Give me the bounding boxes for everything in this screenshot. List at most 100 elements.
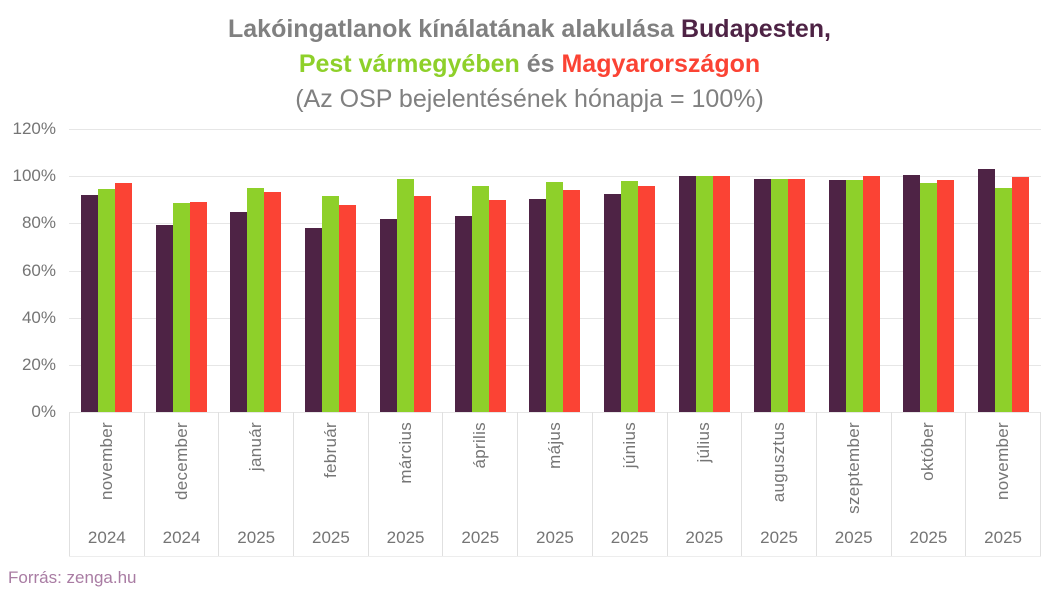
year-label: 2024 <box>162 528 201 547</box>
bar-pest <box>845 179 863 412</box>
bar-group <box>144 129 219 412</box>
x-axis-cell: január 2025 <box>219 412 295 556</box>
bar-magyarorszag <box>638 185 656 412</box>
bar-magyarorszag <box>937 179 955 412</box>
title-subtitle: (Az OSP bejelentésének hónapja = 100%) <box>295 85 764 113</box>
month-label: január <box>246 422 266 472</box>
x-axis-cell: december 2024 <box>145 412 220 556</box>
y-axis-label: 0% <box>31 402 56 421</box>
x-axis-cell: november 2024 <box>69 412 145 556</box>
plot-area <box>69 129 1041 413</box>
month-label: február <box>320 422 340 478</box>
bar-budapest <box>903 175 921 412</box>
year-label: 2025 <box>834 528 873 547</box>
month-label: november <box>96 422 116 500</box>
month-label: november <box>993 422 1013 500</box>
year-label: 2025 <box>685 528 724 547</box>
bar-magyarorszag <box>862 176 880 412</box>
x-axis-cell: szeptember 2025 <box>817 412 892 556</box>
title-text-gray: Lakóingatlanok kínálatának alakulása <box>228 15 681 43</box>
bar-groups <box>69 129 1041 412</box>
source-credit: Forrás: zenga.hu <box>8 568 137 587</box>
bar-magyarorszag <box>189 202 207 412</box>
bar-budapest <box>155 224 173 412</box>
bar-pest <box>172 203 190 412</box>
bar-budapest <box>230 211 248 412</box>
bar-budapest <box>305 228 323 412</box>
bar-magyarorszag <box>488 199 506 412</box>
year-label: 2025 <box>610 528 649 547</box>
y-axis-label: 20% <box>21 354 56 374</box>
bar-pest <box>621 180 639 412</box>
year-label: 2025 <box>760 528 798 547</box>
y-axis: 120% 100% 80% 60% 40% 20% 0% <box>0 119 62 421</box>
month-label: április <box>470 422 490 469</box>
title-line-2: Pest vármegyében és Magyarországon <box>0 47 1059 82</box>
bar-budapest <box>978 169 996 412</box>
bar-pest <box>770 178 788 412</box>
bar-pest <box>322 196 340 412</box>
y-axis-label: 80% <box>21 213 56 233</box>
bar-pest <box>396 178 414 412</box>
bar-magyarorszag <box>1012 177 1030 412</box>
bar-budapest <box>604 193 622 412</box>
bar-group <box>966 129 1041 412</box>
bar-pest <box>696 176 713 412</box>
bar-group <box>667 129 742 412</box>
bar-pest <box>97 189 115 412</box>
bar-pest <box>247 188 265 412</box>
bar-magyarorszag <box>563 190 581 412</box>
title-text-and: és <box>519 50 562 78</box>
bar-budapest <box>753 178 771 412</box>
bar-group <box>891 129 966 412</box>
month-label: október <box>918 422 938 481</box>
bar-group <box>219 129 294 412</box>
bar-magyarorszag <box>713 176 730 412</box>
bar-budapest <box>529 198 547 412</box>
month-label: szeptember <box>843 422 863 514</box>
title-text-pest: Pest vármegyében <box>298 50 520 78</box>
year-label: 2025 <box>909 528 948 547</box>
month-label: június <box>619 422 639 469</box>
year-label: 2025 <box>984 528 1022 547</box>
year-label: 2025 <box>386 528 425 547</box>
bar-group <box>817 129 892 412</box>
year-label: 2025 <box>311 528 350 547</box>
month-label: július <box>694 422 714 463</box>
x-axis-cell: április 2025 <box>443 412 519 556</box>
title-line-1: Lakóingatlanok kínálatának alakulása Bud… <box>0 12 1059 47</box>
x-axis-cell: július 2025 <box>668 412 743 556</box>
bar-magyarorszag <box>339 204 357 412</box>
bar-magyarorszag <box>114 183 132 412</box>
bar-pest <box>920 183 938 412</box>
bar-magyarorszag <box>264 191 282 412</box>
x-axis-cell: június 2025 <box>593 412 668 556</box>
bar-pest <box>471 185 489 412</box>
year-label: 2024 <box>87 528 126 547</box>
gridline <box>69 176 1041 178</box>
x-axis-cell: február 2025 <box>294 412 369 556</box>
bar-pest <box>995 188 1013 412</box>
bar-group <box>518 129 593 412</box>
gridline <box>69 129 1041 130</box>
x-axis-cell: augusztus 2025 <box>742 412 817 556</box>
month-label: december <box>171 422 191 500</box>
month-label: május <box>544 422 564 469</box>
bar-magyarorszag <box>413 196 431 412</box>
x-axis-cell: október 2025 <box>892 412 967 556</box>
bar-group <box>742 129 817 412</box>
x-axis-cell: május 2025 <box>518 412 593 556</box>
bar-group <box>368 129 443 412</box>
bar-pest <box>546 182 564 412</box>
bar-budapest <box>80 195 98 412</box>
gridline <box>69 412 1041 413</box>
month-label: március <box>395 422 415 484</box>
y-axis-label: 120% <box>12 119 56 138</box>
bar-budapest <box>679 176 696 412</box>
bar-budapest <box>828 179 846 412</box>
bar-budapest <box>379 218 397 412</box>
year-label: 2025 <box>536 528 574 547</box>
title-text-hungary: Magyarországon <box>561 50 761 78</box>
title-text-budapest: Budapesten, <box>680 15 831 43</box>
